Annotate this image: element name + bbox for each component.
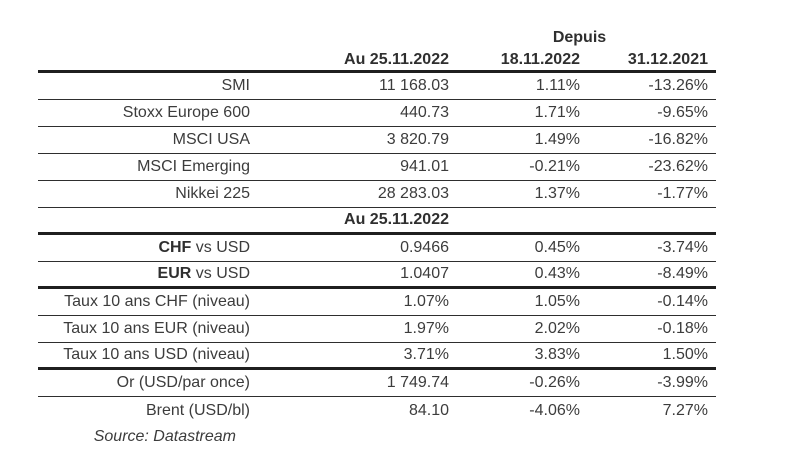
row-label-text: Taux 10 ans USD (niveau): [63, 346, 250, 363]
table-row-or-usd-par-once: Or (USD/par once) 1 749.74 -0.26% -3.99%: [38, 370, 716, 397]
row-label-text: Stoxx Europe 600: [122, 104, 250, 121]
value-level: 0.9466: [400, 239, 449, 256]
row-label-text: SMI: [221, 77, 250, 94]
row-label-text: Taux 10 ans CHF (niveau): [64, 293, 250, 310]
value-change-ytd: -23.62%: [648, 158, 708, 175]
value-change-ytd: 7.27%: [662, 401, 708, 419]
value-level: 11 168.03: [379, 77, 449, 94]
value-change-ytd: -3.99%: [657, 374, 708, 391]
row-label: SMI: [38, 77, 258, 95]
row-label: MSCI Emerging: [38, 158, 258, 176]
value-change-ytd: 1.50%: [662, 346, 708, 363]
value-change-ytd: -9.65%: [657, 104, 708, 121]
row-label-text: vs USD: [191, 265, 250, 282]
row-label: Or (USD/par once): [38, 374, 258, 392]
value-change-week: -0.21%: [529, 158, 580, 175]
source-label: Source: Datastream: [93, 428, 236, 445]
table-row-msci-emerging: MSCI Emerging 941.01 -0.21% -23.62%: [38, 154, 716, 181]
market-performance-table: Depuis Au 25.11.2022 18.11.2022 31.12.20…: [38, 26, 716, 450]
value-level: 941.01: [400, 158, 449, 175]
table-row-taux-10-ans-chf: Taux 10 ans CHF (niveau) 1.07% 1.05% -0.…: [38, 289, 716, 316]
table-row-msci-usa: MSCI USA 3 820.79 1.49% -16.82%: [38, 127, 716, 154]
row-label-text: Taux 10 ans EUR (niveau): [63, 320, 250, 337]
row-label-bold: CHF: [158, 239, 192, 256]
table-row-stoxx-europe-600: Stoxx Europe 600 440.73 1.71% -9.65%: [38, 100, 716, 127]
value-change-ytd: -3.74%: [657, 239, 708, 256]
row-label-text: vs USD: [191, 239, 250, 256]
value-level: 28 283.03: [377, 185, 449, 202]
table-row-taux-10-ans-usd: Taux 10 ans USD (niveau) 3.71% 3.83% 1.5…: [38, 343, 716, 370]
value-level: 3 820.79: [386, 131, 449, 148]
row-label: Stoxx Europe 600: [38, 104, 258, 122]
table-row-smi: SMI 11 168.03 1.11% -13.26%: [38, 73, 716, 100]
value-change-week: 0.43%: [534, 265, 580, 282]
value-change-week: -0.26%: [529, 374, 580, 391]
row-label-text: Or (USD/par once): [116, 374, 250, 391]
row-label: CHF vs USD: [38, 239, 258, 257]
row-label-text: MSCI USA: [172, 131, 250, 148]
value-change-ytd: -8.49%: [657, 265, 708, 282]
row-label: Nikkei 225: [38, 185, 258, 203]
value-change-week: -4.06%: [529, 401, 580, 419]
row-label: Brent (USD/bl): [38, 402, 258, 420]
table-row-eur-vs-usd: EUR vs USD 1.0407 0.43% -8.49%: [38, 262, 716, 289]
row-label-text: Nikkei 225: [175, 185, 250, 202]
row-label: Taux 10 ans EUR (niveau): [38, 320, 258, 338]
value-level: 84.10: [408, 401, 449, 419]
value-level: 1.0407: [400, 265, 449, 282]
header-depuis-31-12-2021: 31.12.2021: [627, 50, 708, 68]
row-label: Taux 10 ans USD (niveau): [38, 346, 258, 364]
table-row-nikkei-225: Nikkei 225 28 283.03 1.37% -1.77%: [38, 181, 716, 208]
value-change-ytd: -0.14%: [657, 293, 708, 310]
header-au-25-11-2022: Au 25.11.2022: [344, 50, 449, 68]
row-label: MSCI USA: [38, 131, 258, 149]
value-change-ytd: -1.77%: [657, 185, 708, 202]
value-change-week: 1.37%: [534, 185, 580, 202]
value-level: 1 749.74: [386, 374, 449, 391]
row-label-text: Brent (USD/bl): [145, 401, 250, 419]
value-change-week: 1.49%: [534, 131, 580, 148]
subheader-au-25-11-2022: Au 25.11.2022: [344, 211, 449, 228]
row-label-bold: EUR: [157, 265, 192, 282]
depuis-header-row: Depuis: [38, 26, 716, 49]
subheader-row: Au 25.11.2022: [38, 208, 716, 235]
value-change-ytd: -16.82%: [648, 131, 708, 148]
value-change-ytd: -0.18%: [657, 320, 708, 337]
value-change-week: 1.11%: [535, 77, 580, 94]
depuis-label: Depuis: [552, 28, 607, 46]
value-change-week: 3.83%: [534, 346, 580, 363]
row-label-text: MSCI Emerging: [137, 158, 250, 175]
value-level: 3.71%: [403, 346, 449, 363]
value-level: 1.07%: [403, 293, 449, 310]
value-change-week: 0.45%: [534, 239, 580, 256]
source-row: Source: Datastream: [38, 424, 716, 450]
table-row-taux-10-ans-eur: Taux 10 ans EUR (niveau) 1.97% 2.02% -0.…: [38, 316, 716, 343]
column-header-row: Au 25.11.2022 18.11.2022 31.12.2021: [38, 49, 716, 73]
header-depuis-18-11-2022: 18.11.2022: [500, 50, 580, 68]
row-label: EUR vs USD: [38, 265, 258, 283]
value-level: 440.73: [400, 104, 449, 121]
row-label: Taux 10 ans CHF (niveau): [38, 293, 258, 311]
table-row-brent-usd-bl: Brent (USD/bl) 84.10 -4.06% 7.27%: [38, 397, 716, 424]
table-row-chf-vs-usd: CHF vs USD 0.9466 0.45% -3.74%: [38, 235, 716, 262]
value-change-week: 2.02%: [534, 320, 580, 337]
value-change-week: 1.71%: [534, 104, 580, 121]
value-change-ytd: -13.26%: [648, 77, 708, 94]
value-level: 1.97%: [403, 320, 449, 337]
value-change-week: 1.05%: [534, 293, 580, 310]
